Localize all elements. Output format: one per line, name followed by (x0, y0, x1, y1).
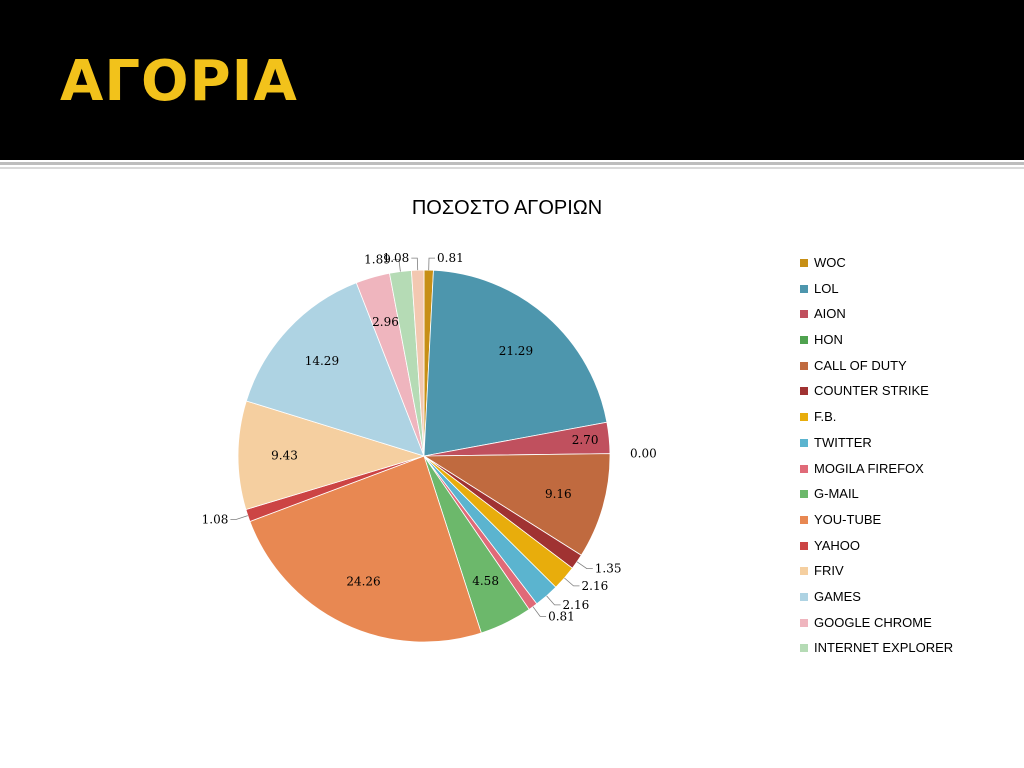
data-label: 1.08 (383, 251, 410, 265)
data-label: 24.26 (346, 575, 380, 589)
leader-line (392, 259, 401, 272)
pie-slice (245, 282, 425, 457)
legend-label: WOC (814, 255, 846, 270)
legend-swatch (800, 438, 808, 447)
legend-swatch (800, 515, 808, 524)
pie-slice (410, 269, 425, 457)
divider (0, 167, 1024, 169)
pie-slice (237, 400, 426, 511)
legend-item: FRIV (800, 562, 953, 588)
chart-title: ΠΟΣΟΣΤΟ ΑΓΟΡΙΩΝ (411, 197, 603, 219)
data-label: 9.43 (271, 448, 298, 462)
pie-slices (237, 269, 611, 643)
legend-label: AION (814, 306, 846, 322)
legend-label: F.B. (814, 409, 837, 425)
pie-slice (249, 455, 482, 643)
pie-slice (423, 269, 608, 457)
legend-label: LOL (814, 280, 839, 296)
legend-item: INTERNET EXPLORER (800, 639, 953, 665)
leader-line (411, 257, 419, 271)
legend-item: GOOGLE CHROME (800, 614, 953, 640)
legend-item: WOC (800, 254, 953, 280)
data-label: 4.58 (472, 574, 499, 588)
title-band (0, 0, 1024, 160)
legend-swatch (800, 387, 808, 396)
legend-swatch (800, 413, 808, 422)
legend-label: CALL OF DUTY (814, 357, 907, 373)
legend-item: YAHOO (800, 537, 953, 563)
legend-item: AION (800, 305, 953, 331)
leader-line (428, 257, 435, 271)
legend-label: TWITTER (814, 434, 872, 450)
legend-item: MOGILA FIREFOX (800, 460, 953, 486)
legend-swatch (800, 259, 808, 267)
legend-item: F.B. (800, 408, 953, 434)
data-label: 0.00 (630, 447, 657, 461)
leader-lines (230, 257, 593, 617)
legend-label: INTERNET EXPLORER (814, 640, 954, 656)
legend-swatch (800, 336, 808, 345)
legend-swatch (800, 567, 808, 576)
data-label: 0.81 (437, 251, 464, 265)
leader-line (532, 606, 547, 617)
divider (0, 162, 1024, 165)
legend-item: COUNTER STRIKE (800, 382, 953, 408)
legend-swatch (800, 284, 808, 293)
legend-swatch (800, 361, 808, 370)
data-label: 21.29 (499, 344, 533, 358)
data-label: 1.08 (202, 512, 229, 526)
legend-item: G-MAIL (800, 485, 953, 511)
legend-swatch (800, 490, 808, 499)
legend-swatch (800, 310, 808, 319)
data-label: 2.16 (563, 598, 590, 612)
legend-swatch (800, 464, 808, 473)
slide-title: ΑΓΟΡΙΑ (60, 49, 298, 114)
data-label: 1.35 (595, 562, 622, 576)
legend-label: G-MAIL (814, 486, 859, 502)
legend-item: CALL OF DUTY (800, 357, 953, 383)
legend-swatch (800, 618, 808, 627)
legend-item: LOL (800, 280, 953, 306)
legend-label: YOU-TUBE (814, 511, 882, 527)
data-label: 14.29 (305, 354, 339, 368)
leader-line (230, 515, 248, 520)
data-label: 0.81 (548, 609, 575, 623)
data-label: 2.96 (372, 315, 399, 329)
legend-item: HON (800, 331, 953, 357)
leader-line (576, 561, 593, 569)
data-label: 2.70 (572, 433, 599, 447)
chart-legend: WOC LOL AION HON CALL OF DUTY COUNTER STRIKE F… (800, 254, 953, 665)
legend-label: YAHOO (814, 537, 860, 553)
data-label: 1.89 (364, 253, 391, 267)
data-labels: 0.8121.292.700.009.161.352.162.160.814.5… (202, 251, 657, 623)
leader-line (546, 595, 561, 606)
legend-label: FRIV (814, 563, 844, 579)
legend-swatch (800, 592, 808, 601)
legend-item: TWITTER (800, 434, 953, 460)
leader-line (564, 577, 580, 587)
legend-swatch (800, 541, 808, 550)
legend-label: HON (814, 332, 843, 348)
legend-item: GAMES (800, 588, 953, 614)
data-label: 2.16 (582, 579, 609, 593)
legend-label: GAMES (814, 588, 861, 604)
pie-slice (422, 453, 611, 556)
legend-swatch (800, 644, 808, 653)
legend-label: MOGILA FIREFOX (814, 460, 924, 476)
data-label: 9.16 (545, 487, 572, 501)
legend-label: GOOGLE CHROME (814, 614, 932, 630)
legend-item: YOU-TUBE (800, 511, 953, 537)
legend-label: COUNTER STRIKE (814, 383, 929, 399)
